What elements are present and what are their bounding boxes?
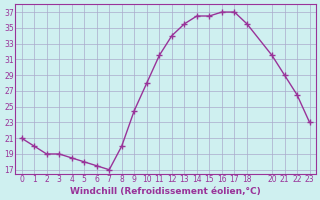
X-axis label: Windchill (Refroidissement éolien,°C): Windchill (Refroidissement éolien,°C)	[70, 187, 261, 196]
